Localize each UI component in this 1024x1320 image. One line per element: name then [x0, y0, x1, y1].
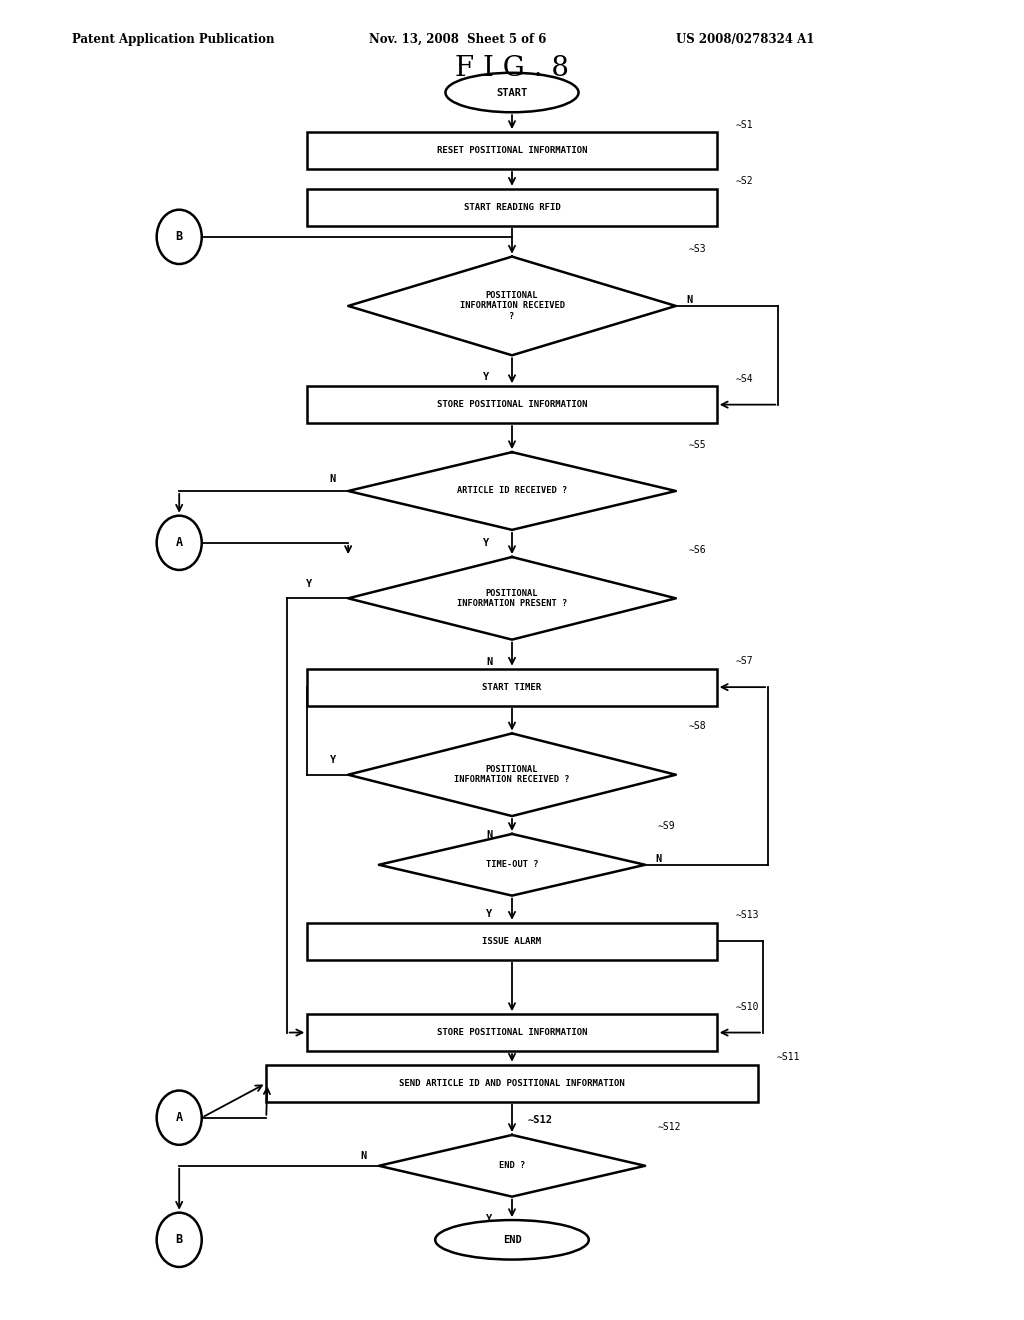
Text: US 2008/0278324 A1: US 2008/0278324 A1	[676, 33, 814, 46]
Text: Y: Y	[486, 909, 493, 919]
Text: N: N	[686, 294, 692, 305]
Text: ∼S12: ∼S12	[657, 1122, 681, 1133]
FancyBboxPatch shape	[266, 1065, 758, 1102]
Text: ∼S6: ∼S6	[688, 545, 706, 554]
Ellipse shape	[435, 1220, 589, 1259]
Text: N: N	[360, 1151, 367, 1160]
Text: STORE POSITIONAL INFORMATION: STORE POSITIONAL INFORMATION	[437, 400, 587, 409]
Text: ISSUE ALARM: ISSUE ALARM	[482, 937, 542, 945]
Circle shape	[157, 1213, 202, 1267]
Text: ∼S12: ∼S12	[527, 1115, 552, 1125]
Text: ∼S8: ∼S8	[688, 721, 706, 731]
Text: END ?: END ?	[499, 1162, 525, 1171]
Text: N: N	[486, 829, 493, 840]
Text: Nov. 13, 2008  Sheet 5 of 6: Nov. 13, 2008 Sheet 5 of 6	[369, 33, 546, 46]
Circle shape	[157, 1090, 202, 1144]
Text: ∼S3: ∼S3	[688, 244, 706, 255]
FancyBboxPatch shape	[307, 669, 717, 706]
Text: A: A	[176, 536, 182, 549]
Text: RESET POSITIONAL INFORMATION: RESET POSITIONAL INFORMATION	[437, 147, 587, 154]
Text: ∼S11: ∼S11	[776, 1052, 800, 1063]
Text: START: START	[497, 87, 527, 98]
Text: START TIMER: START TIMER	[482, 682, 542, 692]
Text: Y: Y	[483, 539, 489, 548]
Text: B: B	[176, 231, 182, 243]
Text: ∼S2: ∼S2	[735, 177, 753, 186]
Text: POSITIONAL
INFORMATION RECEIVED ?: POSITIONAL INFORMATION RECEIVED ?	[455, 766, 569, 784]
Text: N: N	[486, 657, 493, 667]
Circle shape	[157, 210, 202, 264]
Text: F I G . 8: F I G . 8	[455, 55, 569, 82]
Text: POSITIONAL
INFORMATION PRESENT ?: POSITIONAL INFORMATION PRESENT ?	[457, 589, 567, 609]
Text: ∼S5: ∼S5	[688, 440, 706, 450]
Text: ∼S1: ∼S1	[735, 120, 753, 129]
FancyBboxPatch shape	[307, 387, 717, 424]
FancyBboxPatch shape	[307, 189, 717, 226]
Text: ∼S4: ∼S4	[735, 374, 753, 384]
Text: STORE POSITIONAL INFORMATION: STORE POSITIONAL INFORMATION	[437, 1028, 587, 1038]
Text: POSITIONAL
INFORMATION RECEIVED
?: POSITIONAL INFORMATION RECEIVED ?	[460, 290, 564, 321]
Text: START READING RFID: START READING RFID	[464, 203, 560, 211]
Text: Patent Application Publication: Patent Application Publication	[72, 33, 274, 46]
Circle shape	[157, 516, 202, 570]
Text: Y: Y	[483, 372, 489, 383]
Text: TIME-OUT ?: TIME-OUT ?	[485, 861, 539, 870]
Text: N: N	[330, 474, 336, 483]
Text: END: END	[503, 1234, 521, 1245]
Text: B: B	[176, 1233, 182, 1246]
Text: ∼S7: ∼S7	[735, 656, 753, 667]
FancyBboxPatch shape	[307, 923, 717, 960]
Text: N: N	[655, 854, 662, 863]
Text: SEND ARTICLE ID AND POSITIONAL INFORMATION: SEND ARTICLE ID AND POSITIONAL INFORMATI…	[399, 1078, 625, 1088]
Ellipse shape	[445, 73, 579, 112]
Text: ARTICLE ID RECEIVED ?: ARTICLE ID RECEIVED ?	[457, 487, 567, 495]
FancyBboxPatch shape	[307, 132, 717, 169]
FancyBboxPatch shape	[307, 1014, 717, 1051]
Text: Y: Y	[330, 755, 336, 764]
Text: A: A	[176, 1111, 182, 1125]
Text: ∼S9: ∼S9	[657, 821, 675, 832]
Text: Y: Y	[486, 1214, 493, 1224]
Text: ∼S13: ∼S13	[735, 911, 759, 920]
Text: ∼S10: ∼S10	[735, 1002, 759, 1011]
Text: Y: Y	[306, 578, 312, 589]
